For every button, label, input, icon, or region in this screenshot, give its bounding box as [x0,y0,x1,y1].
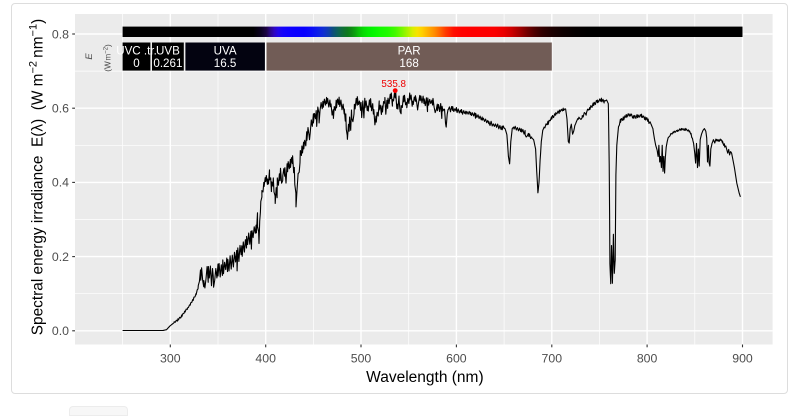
svg-text:700: 700 [542,352,563,366]
svg-text:UVB: UVB [156,44,180,57]
svg-text:600: 600 [446,352,467,366]
svg-text:16.5: 16.5 [214,57,237,70]
svg-text:900: 900 [732,352,753,366]
svg-text:400: 400 [255,352,276,366]
svg-text:0.2: 0.2 [52,250,69,264]
svg-text:UVA: UVA [214,44,237,57]
svg-text:(W m−2): (W m−2) [104,44,113,72]
svg-text:0.6: 0.6 [52,102,69,116]
svg-text:300: 300 [160,352,181,366]
svg-text:0.261: 0.261 [153,57,182,70]
svg-text:Spectral energy irradiance E(: Spectral energy irradiance E(λ) (W m−2 n… [27,19,46,335]
svg-text:500: 500 [351,352,372,366]
svg-text:0.4: 0.4 [52,176,69,190]
svg-text:0: 0 [133,57,139,70]
svg-text:0.0: 0.0 [52,324,69,338]
svg-text:535.8: 535.8 [381,79,406,90]
svg-text:Wavelength (nm): Wavelength (nm) [366,369,483,386]
svg-text:168: 168 [399,57,418,70]
svg-text:E: E [84,53,95,60]
svg-text:PAR: PAR [398,44,421,57]
svg-text:0.8: 0.8 [52,27,69,41]
svg-text:UVC .tr.: UVC .tr. [116,44,157,57]
svg-text:800: 800 [637,352,658,366]
